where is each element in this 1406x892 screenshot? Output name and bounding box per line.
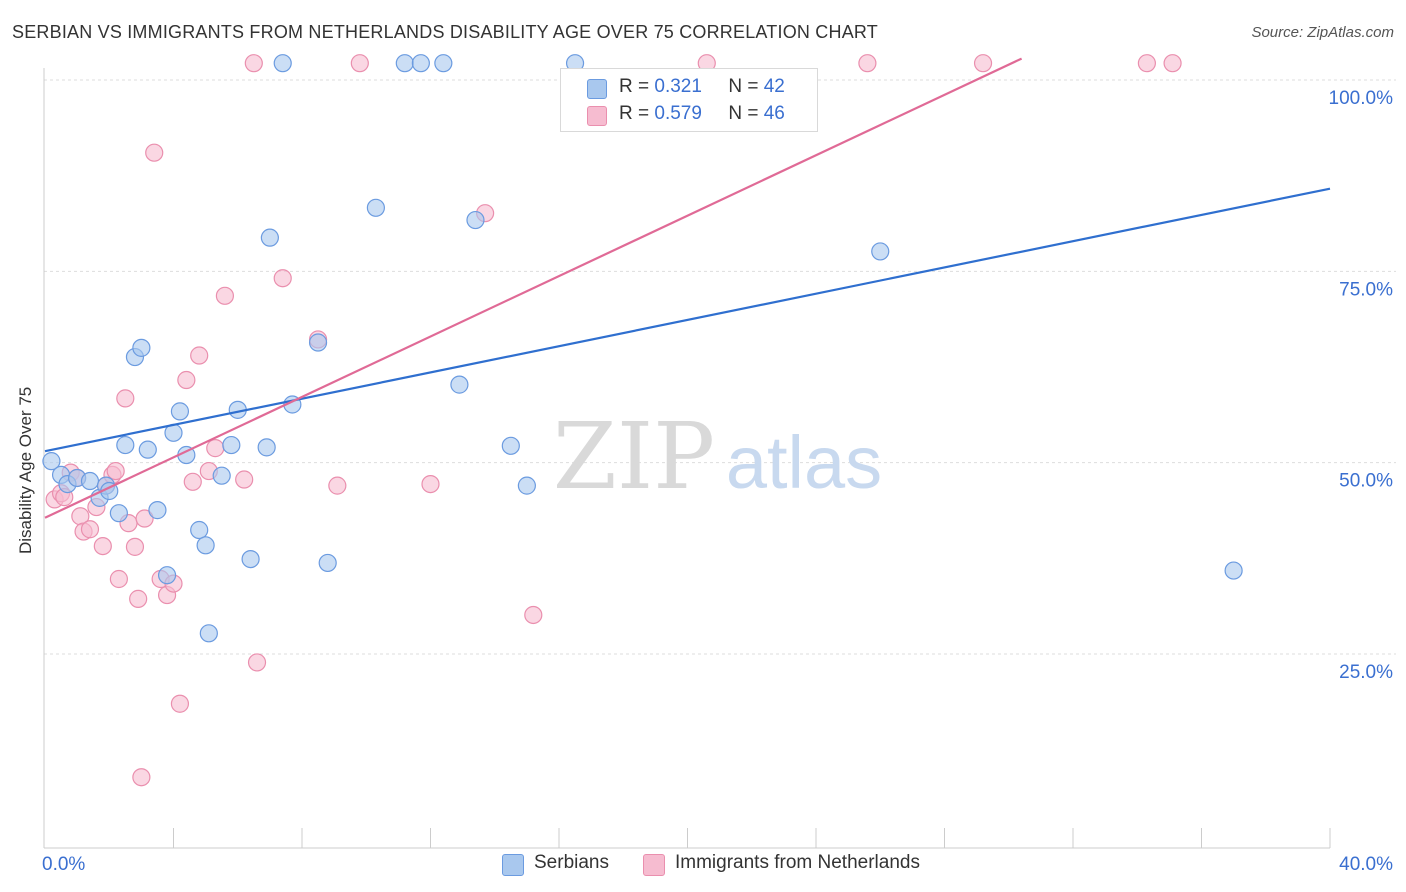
netherlands-point [1163,54,1182,73]
netherlands-point [125,537,145,556]
netherlands-point [135,509,154,528]
netherlands-point [109,569,128,589]
x-tick-label-max: 40.0% [1339,854,1393,875]
netherlands-point [350,54,369,73]
serbians-point [366,198,385,217]
serbians-point [148,501,167,520]
serbians-point [318,553,337,573]
serbians-point [157,566,177,585]
legend-r-label: R = [619,76,650,97]
netherlands-point [206,439,225,458]
legend-n-value-serbians: 42 [763,76,785,97]
serbians-point [395,54,414,73]
serbians-point [170,402,190,421]
bottom-legend: Serbians Immigrants from Netherlands [0,852,1406,878]
legend-text-netherlands: R = 0.579 N = 46 [619,103,785,125]
serbians-point [80,471,100,491]
netherlands-point [1137,54,1156,73]
serbians-point [466,210,485,230]
serbians-point [42,452,61,471]
legend-n-label: N = [728,76,759,97]
serbians-point [132,338,151,357]
legend-text-serbians: R = 0.321 N = 42 [619,76,785,98]
netherlands-point [116,389,135,408]
netherlands-point [93,536,112,556]
y-tick-label-50: 50.0% [1339,471,1393,492]
bottom-legend-label-netherlands: Immigrants from Netherlands [675,852,920,873]
netherlands-point [247,653,267,672]
watermark: ZIP atlas [553,403,882,510]
serbians-point [1224,561,1243,580]
serbians-point [222,435,241,455]
netherlands-point [858,54,877,73]
serbians-point [411,54,430,73]
serbians-point [138,440,157,459]
serbians-point [517,476,536,495]
bottom-legend-swatch-netherlands [643,854,665,876]
netherlands-point [80,520,100,539]
serbians-point [196,536,215,555]
netherlands-point [244,54,263,73]
netherlands-point [328,476,347,495]
serbians-trend-line [44,187,1331,453]
watermark-zip: ZIP [553,403,715,510]
serbians-point [212,466,231,485]
netherlands-point [273,269,292,288]
y-axis-label: Disability Age Over 75 [16,386,35,554]
netherlands-point [170,694,190,713]
bottom-legend-label-serbians: Serbians [534,852,609,873]
chart-source: Source: ZipAtlas.com [1251,24,1394,41]
serbians-point [116,435,135,455]
serbians-point [190,520,209,540]
tick-labels: 25.0% 50.0% 75.0% 100.0% 0.0% 40.0% [42,88,1393,875]
serbians-point [273,54,292,73]
serbians-point [434,54,453,73]
y-tick-label-100: 100.0% [1329,88,1394,109]
netherlands-point [177,370,196,390]
netherlands-point [145,143,164,162]
serbians-point [199,624,218,643]
netherlands-point [129,589,148,608]
netherlands-point [106,461,125,481]
serbians-point [241,549,260,569]
legend-n-label: N = [728,103,759,124]
netherlands-point [973,54,993,73]
netherlands-point [235,470,254,489]
serbians-point [308,333,328,352]
legend-r-value-serbians: 0.321 [654,76,702,97]
legend-n-value-netherlands: 46 [763,103,785,124]
netherlands-point [190,346,209,365]
watermark-atlas: atlas [726,421,882,504]
netherlands-point [183,472,202,491]
netherlands-point [132,768,151,787]
y-tick-label-75: 75.0% [1339,279,1393,300]
serbians-point [501,436,520,455]
serbians-point [109,504,128,523]
legend-swatch-netherlands [587,106,607,126]
trend-lines [44,57,1331,519]
correlation-legend: R = 0.321 N = 42 R = 0.579 N = 46 [560,68,818,132]
netherlands-point [524,605,543,625]
legend-r-value-netherlands: 0.579 [654,103,702,124]
netherlands-point [215,286,234,305]
legend-swatch-serbians [587,79,607,99]
netherlands-point [421,474,440,494]
y-tick-label-25: 25.0% [1339,662,1393,683]
grid-lines [44,79,1396,655]
x-tick-label-min: 0.0% [42,854,85,875]
legend-r-label: R = [619,103,650,124]
netherlands-trend-line [44,57,1023,519]
serbians-point [260,228,279,247]
chart-title: SERBIAN VS IMMIGRANTS FROM NETHERLANDS D… [12,22,878,42]
bottom-legend-swatch-serbians [502,854,524,876]
serbians-point [450,375,469,394]
series-serbians-points [42,54,1243,643]
serbians-point [871,242,890,261]
serbians-point [257,438,276,457]
